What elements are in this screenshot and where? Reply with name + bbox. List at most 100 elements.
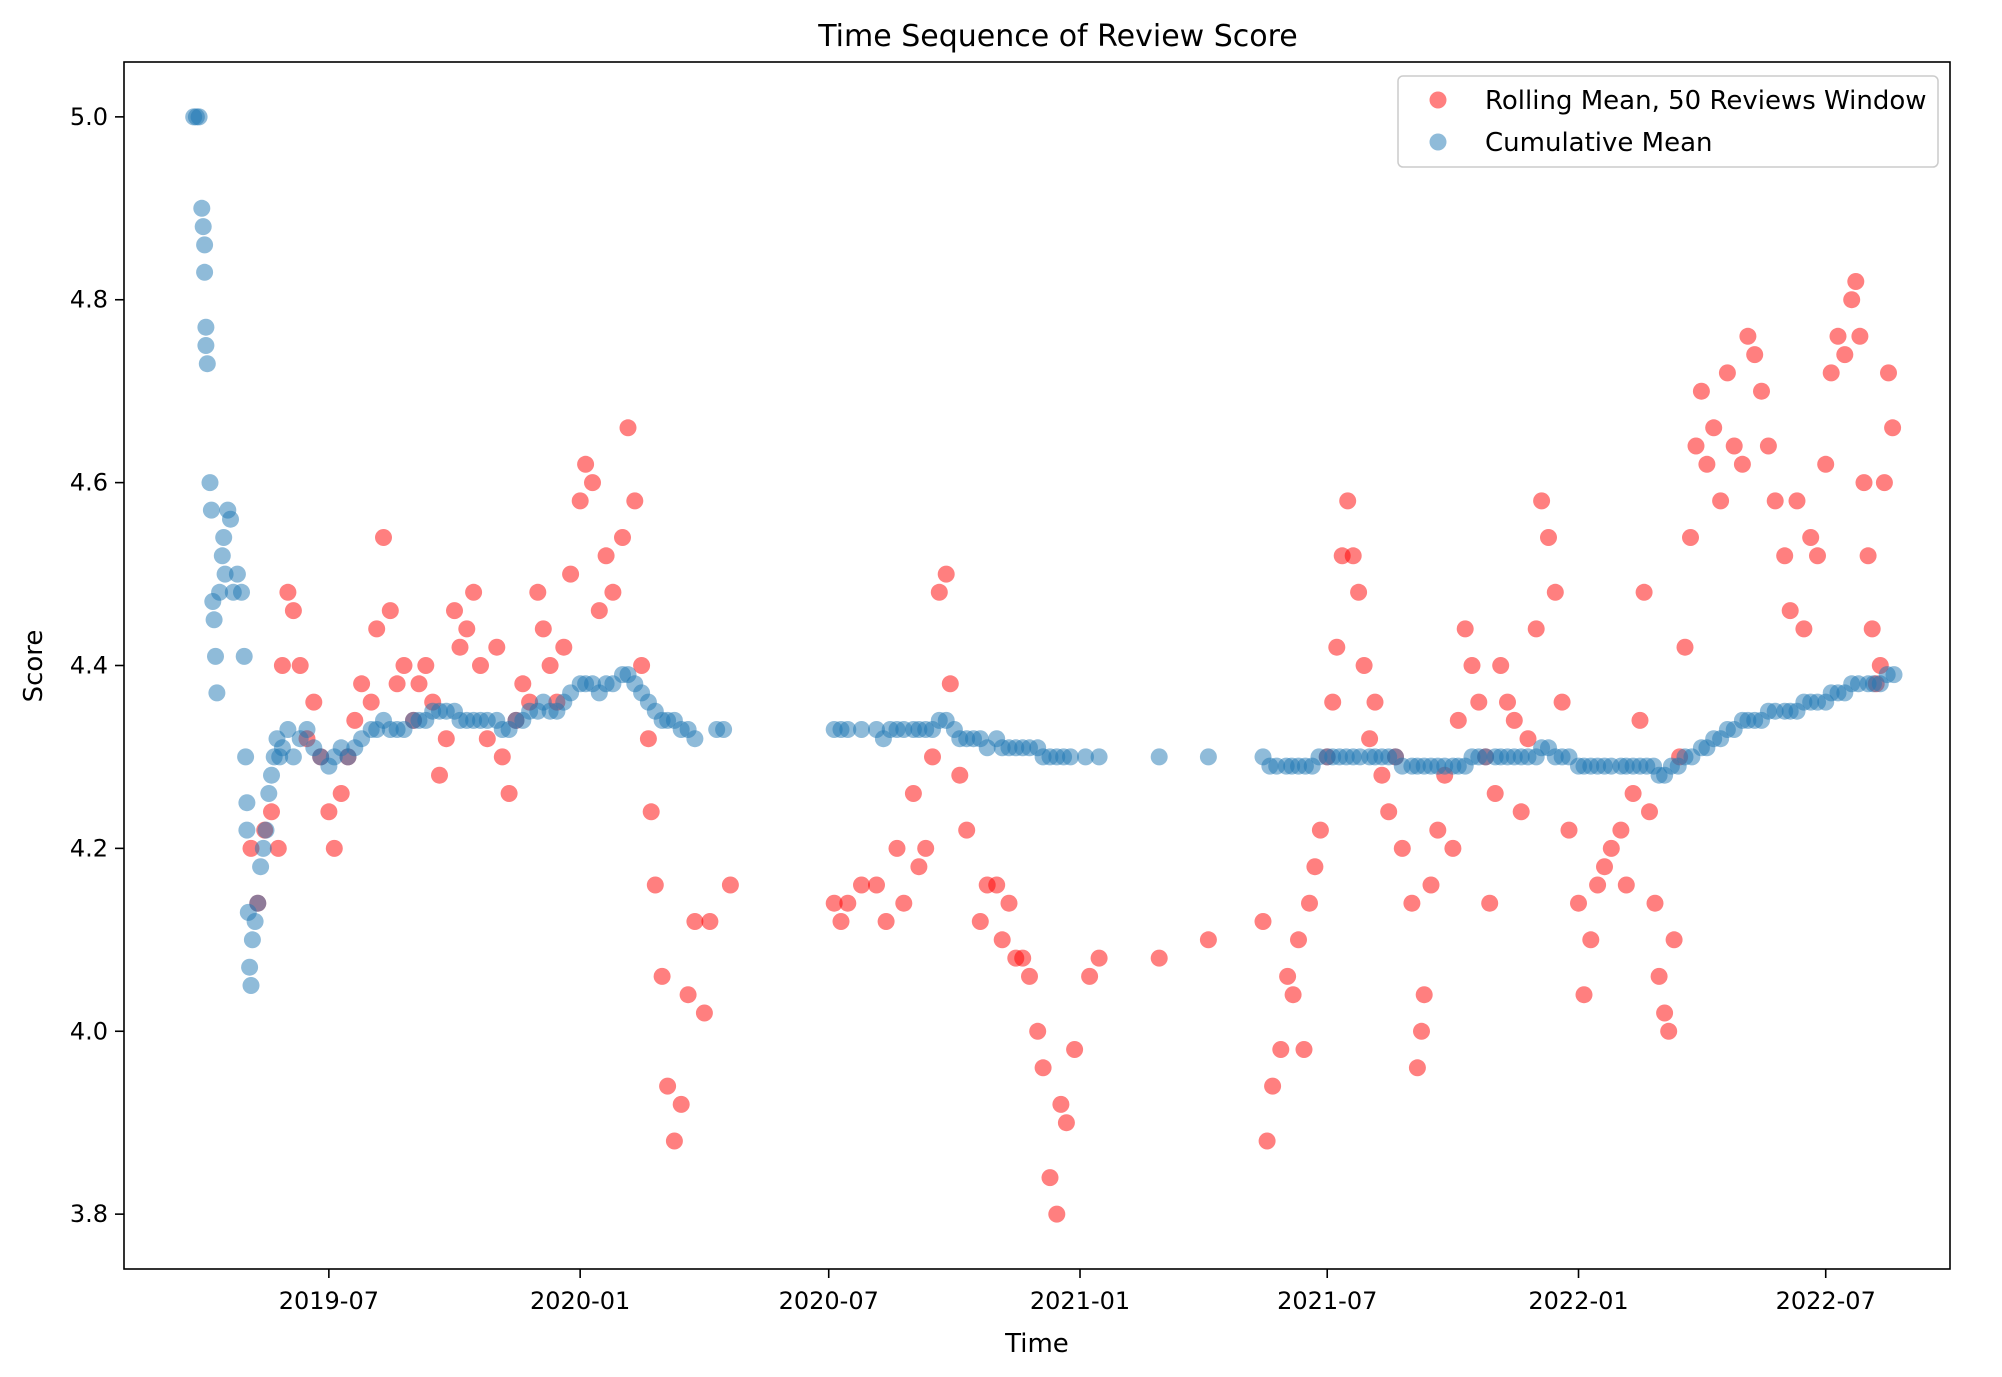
data-point	[1034, 1059, 1052, 1077]
data-point	[353, 675, 371, 693]
data-point	[493, 748, 511, 766]
data-point	[1062, 748, 1079, 766]
data-point	[368, 620, 386, 638]
data-point	[291, 657, 309, 674]
data-point	[1449, 711, 1467, 729]
data-point	[1505, 711, 1523, 729]
x-tick-label: 2020-07	[779, 1287, 879, 1315]
data-point	[1052, 1095, 1070, 1113]
data-point	[1290, 931, 1307, 949]
data-point	[431, 766, 448, 784]
data-point	[243, 931, 261, 949]
data-point	[193, 199, 211, 217]
data-point	[207, 647, 224, 665]
data-point	[1306, 858, 1324, 876]
data-point	[1150, 949, 1168, 967]
data-point	[1676, 638, 1694, 656]
data-point	[917, 839, 935, 857]
data-point	[1624, 785, 1642, 802]
data-point	[1470, 693, 1488, 711]
data-point	[257, 821, 275, 839]
data-point	[238, 794, 256, 812]
data-point	[1885, 666, 1903, 684]
data-point	[194, 218, 212, 236]
data-point	[1077, 748, 1094, 766]
data-point	[1499, 693, 1516, 711]
data-point	[1090, 748, 1108, 766]
x-tick-label: 2022-01	[1528, 1287, 1628, 1315]
data-point	[646, 876, 664, 894]
data-point	[375, 529, 392, 546]
data-point	[1575, 986, 1593, 1004]
data-point	[201, 474, 219, 492]
data-point	[346, 711, 364, 729]
data-point	[839, 894, 857, 912]
data-point	[1264, 1077, 1282, 1095]
data-point	[715, 721, 733, 738]
data-point	[1851, 327, 1869, 345]
data-point	[1486, 785, 1504, 802]
data-point	[205, 611, 223, 629]
data-point	[246, 913, 264, 930]
data-point	[1560, 821, 1578, 839]
data-point	[235, 647, 253, 665]
data-point	[577, 455, 595, 473]
data-point	[895, 894, 913, 912]
data-point	[1617, 876, 1635, 894]
data-point	[1380, 803, 1398, 821]
data-point	[853, 721, 870, 738]
data-point	[597, 547, 615, 565]
data-point	[211, 583, 229, 601]
data-point	[1646, 894, 1664, 912]
data-point	[1393, 839, 1411, 857]
data-point	[868, 876, 885, 894]
data-point	[196, 236, 214, 254]
data-point	[1344, 547, 1362, 565]
data-point	[1029, 1022, 1047, 1040]
data-point	[284, 748, 302, 766]
data-point	[1880, 364, 1897, 382]
data-point	[1712, 492, 1730, 510]
data-point	[213, 547, 231, 565]
x-tick-label: 2021-07	[1277, 1287, 1377, 1315]
y-tick-label: 4.8	[70, 286, 108, 314]
y-tick-label: 4.6	[70, 469, 108, 497]
data-point	[215, 529, 233, 546]
data-point	[216, 565, 234, 583]
data-point	[1875, 474, 1893, 492]
data-point	[233, 583, 250, 601]
data-point	[1660, 1022, 1678, 1040]
data-point	[1836, 346, 1854, 364]
data-point	[1048, 1205, 1066, 1223]
data-point	[1361, 730, 1379, 748]
data-point	[1311, 821, 1329, 839]
legend: Rolling Mean, 50 Reviews Window Cumulati…	[1397, 75, 1939, 168]
data-point	[1254, 913, 1272, 930]
data-point	[937, 565, 955, 583]
legend-label-cumulative-mean: Cumulative Mean	[1485, 128, 1713, 158]
data-point	[1533, 492, 1551, 510]
data-point	[604, 583, 622, 601]
legend-box	[1397, 75, 1939, 168]
data-point	[465, 583, 483, 601]
data-point	[410, 675, 428, 693]
data-point	[584, 474, 601, 492]
data-point	[1463, 657, 1481, 674]
data-point	[642, 803, 660, 821]
x-axis-label: Time	[1004, 1329, 1069, 1359]
data-point	[1403, 894, 1421, 912]
data-point	[1822, 364, 1840, 382]
data-point	[1682, 529, 1699, 546]
data-point	[1199, 748, 1217, 766]
data-point	[1802, 529, 1820, 546]
data-point	[1843, 291, 1861, 309]
data-point	[614, 529, 631, 546]
series-0-points	[242, 273, 1902, 1223]
data-point	[1589, 876, 1607, 894]
data-point	[1596, 858, 1613, 876]
data-point	[242, 977, 260, 994]
data-point	[1519, 730, 1537, 748]
data-point	[686, 730, 704, 748]
data-point	[1612, 821, 1630, 839]
data-point	[1444, 839, 1462, 857]
